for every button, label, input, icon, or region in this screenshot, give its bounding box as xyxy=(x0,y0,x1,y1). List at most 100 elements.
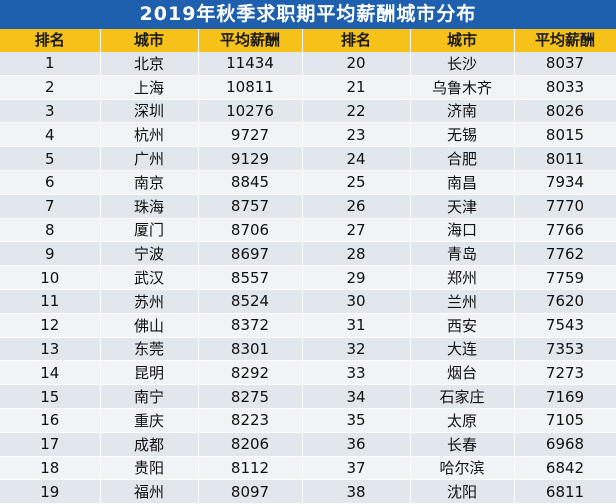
city-cell: 南昌 xyxy=(410,170,515,195)
salary-cell: 8301 xyxy=(198,337,303,362)
header-salary-right: 平均薪酬 xyxy=(514,29,616,52)
city-cell: 青岛 xyxy=(410,241,515,267)
rank-cell: 34 xyxy=(302,384,411,409)
city-cell: 贵阳 xyxy=(100,456,199,481)
rank-cell: 35 xyxy=(302,408,411,433)
salary-cell: 8697 xyxy=(198,241,303,267)
table-row: 9 宁波 8697 28 青岛 7762 xyxy=(0,241,616,267)
rank-cell: 8 xyxy=(0,218,101,243)
city-cell: 杭州 xyxy=(100,122,199,148)
table-row: 6 南京 8845 25 南昌 7934 xyxy=(0,170,616,195)
city-cell: 深圳 xyxy=(100,99,199,124)
rank-cell: 28 xyxy=(302,241,411,267)
rank-cell: 29 xyxy=(302,265,411,290)
city-cell: 石家庄 xyxy=(410,384,515,409)
rank-cell: 3 xyxy=(0,99,101,124)
salary-cell: 7934 xyxy=(514,170,616,195)
rank-cell: 13 xyxy=(0,337,101,362)
table-row: 16 重庆 8223 35 太原 7105 xyxy=(0,408,616,433)
salary-cell: 8845 xyxy=(198,170,303,195)
rank-cell: 6 xyxy=(0,170,101,195)
salary-cell: 8524 xyxy=(198,289,303,314)
salary-cell: 8206 xyxy=(198,432,303,457)
salary-cell: 6842 xyxy=(514,456,616,481)
salary-cell: 7759 xyxy=(514,265,616,290)
salary-cell: 7543 xyxy=(514,313,616,338)
city-cell: 武汉 xyxy=(100,265,199,290)
rank-cell: 14 xyxy=(0,360,101,386)
rank-cell: 23 xyxy=(302,122,411,148)
rank-cell: 30 xyxy=(302,289,411,314)
salary-cell: 11434 xyxy=(198,52,303,76)
city-cell: 南宁 xyxy=(100,384,199,409)
city-cell: 天津 xyxy=(410,194,515,219)
salary-cell: 7762 xyxy=(514,241,616,267)
rank-cell: 36 xyxy=(302,432,411,457)
rank-cell: 2 xyxy=(0,75,101,100)
city-cell: 上海 xyxy=(100,75,199,100)
city-cell: 昆明 xyxy=(100,360,199,386)
salary-cell: 9129 xyxy=(198,146,303,171)
table-row: 5 广州 9129 24 合肥 8011 xyxy=(0,146,616,171)
table-row: 18 贵阳 8112 37 哈尔滨 6842 xyxy=(0,456,616,481)
rank-cell: 21 xyxy=(302,75,411,100)
salary-cell: 10811 xyxy=(198,75,303,100)
rank-cell: 24 xyxy=(302,146,411,171)
table-row: 13 东莞 8301 32 大连 7353 xyxy=(0,337,616,362)
rank-cell: 27 xyxy=(302,218,411,243)
city-cell: 烟台 xyxy=(410,360,515,386)
table-row: 8 厦门 8706 27 海口 7766 xyxy=(0,218,616,243)
table-row: 2 上海 10811 21 乌鲁木齐 8033 xyxy=(0,75,616,100)
salary-cell: 7169 xyxy=(514,384,616,409)
table-header-row: 排名 城市 平均薪酬 排名 城市 平均薪酬 xyxy=(0,29,616,52)
rank-cell: 12 xyxy=(0,313,101,338)
city-cell: 海口 xyxy=(410,218,515,243)
rank-cell: 17 xyxy=(0,432,101,457)
rank-cell: 31 xyxy=(302,313,411,338)
table-row: 12 佛山 8372 31 西安 7543 xyxy=(0,313,616,338)
salary-cell: 8112 xyxy=(198,456,303,481)
table-body: 1 北京 11434 20 长沙 8037 2 上海 10811 21 乌鲁木齐 8033 3 深圳 102… xyxy=(0,52,616,504)
table-row: 15 南宁 8275 34 石家庄 7169 xyxy=(0,384,616,409)
city-cell: 哈尔滨 xyxy=(410,456,515,481)
header-city-left: 城市 xyxy=(100,29,199,52)
salary-cell: 8015 xyxy=(514,122,616,148)
table-row: 1 北京 11434 20 长沙 8037 xyxy=(0,52,616,76)
city-cell: 郑州 xyxy=(410,265,515,290)
table-row: 4 杭州 9727 23 无锡 8015 xyxy=(0,122,616,148)
rank-cell: 33 xyxy=(302,360,411,386)
rank-cell: 1 xyxy=(0,52,101,76)
rank-cell: 11 xyxy=(0,289,101,314)
rank-cell: 7 xyxy=(0,194,101,219)
salary-cell: 8292 xyxy=(198,360,303,386)
salary-cell: 8223 xyxy=(198,408,303,433)
rank-cell: 37 xyxy=(302,456,411,481)
header-rank-right: 排名 xyxy=(302,29,411,52)
city-cell: 南京 xyxy=(100,170,199,195)
city-cell: 广州 xyxy=(100,146,199,171)
table-row: 17 成都 8206 36 长春 6968 xyxy=(0,432,616,457)
city-cell: 苏州 xyxy=(100,289,199,314)
salary-cell: 7770 xyxy=(514,194,616,219)
city-cell: 大连 xyxy=(410,337,515,362)
city-cell: 太原 xyxy=(410,408,515,433)
salary-cell: 9727 xyxy=(198,122,303,148)
table-row: 3 深圳 10276 22 济南 8026 xyxy=(0,99,616,124)
salary-table: 排名 城市 平均薪酬 排名 城市 平均薪酬 1 北京 11434 20 长沙 8037 2 上… xyxy=(0,29,616,504)
city-cell: 佛山 xyxy=(100,313,199,338)
salary-cell: 6968 xyxy=(514,432,616,457)
rank-cell: 22 xyxy=(302,99,411,124)
salary-cell: 8275 xyxy=(198,384,303,409)
rank-cell: 9 xyxy=(0,241,101,267)
table-row: 10 武汉 8557 29 郑州 7759 xyxy=(0,265,616,290)
rank-cell: 32 xyxy=(302,337,411,362)
city-cell: 兰州 xyxy=(410,289,515,314)
salary-cell: 8011 xyxy=(514,146,616,171)
rank-cell: 26 xyxy=(302,194,411,219)
city-cell: 珠海 xyxy=(100,194,199,219)
salary-cell: 8037 xyxy=(514,52,616,76)
rank-cell: 16 xyxy=(0,408,101,433)
salary-cell: 8557 xyxy=(198,265,303,290)
city-cell: 无锡 xyxy=(410,122,515,148)
